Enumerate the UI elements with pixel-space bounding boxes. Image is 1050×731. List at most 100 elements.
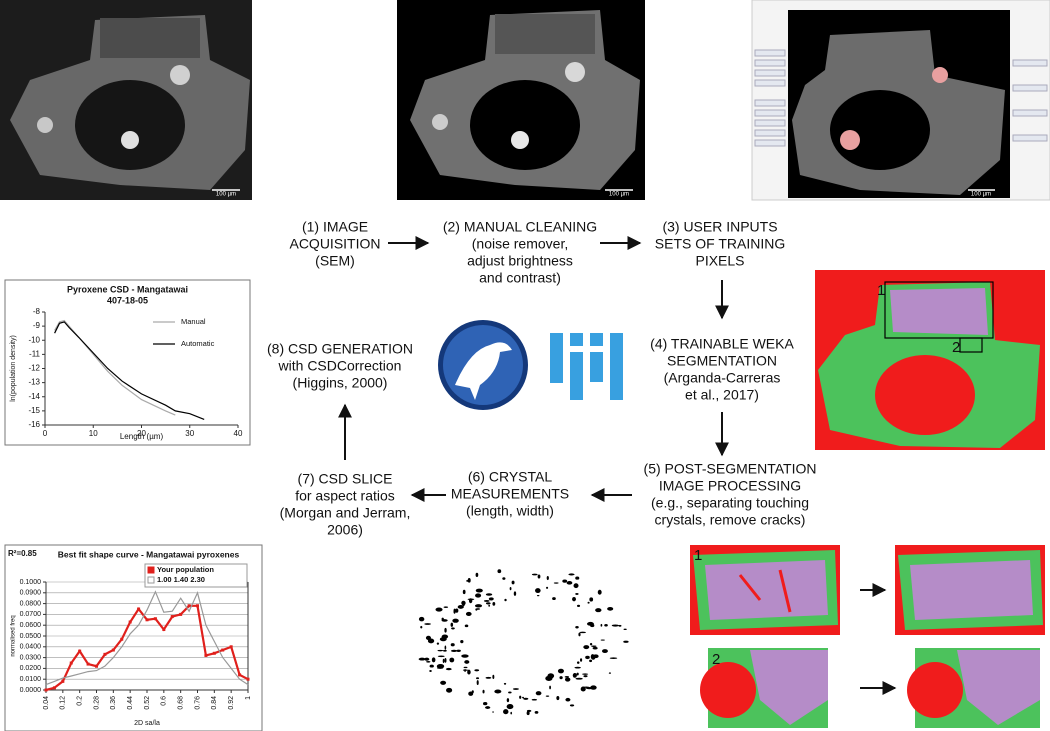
crystal xyxy=(445,667,452,671)
crystal xyxy=(492,602,496,606)
x-tick-label: 0.76 xyxy=(194,696,201,710)
crystal xyxy=(589,659,593,663)
crystal xyxy=(444,627,447,633)
crystal xyxy=(546,575,549,581)
crystal xyxy=(591,645,597,647)
crystal xyxy=(531,698,537,701)
crystal xyxy=(420,625,423,629)
crystal xyxy=(607,606,614,611)
series-line xyxy=(45,590,249,686)
crystal xyxy=(456,649,461,653)
crystal xyxy=(442,649,447,652)
step-label: (2) MANUAL CLEANING xyxy=(443,219,597,235)
crystal xyxy=(435,607,443,612)
crystal xyxy=(523,697,529,700)
series-marker xyxy=(221,648,225,652)
crystal xyxy=(618,624,622,627)
crystal xyxy=(582,673,589,675)
annotation: R²=0.85 xyxy=(8,549,37,558)
crystal xyxy=(462,669,469,671)
crystal xyxy=(425,635,432,641)
crystal xyxy=(453,608,456,614)
crystal xyxy=(564,677,571,682)
series-line xyxy=(54,319,176,416)
crystal xyxy=(465,611,472,616)
series-marker xyxy=(78,649,82,653)
y-axis-label: ln(population density) xyxy=(10,335,17,402)
crystal xyxy=(442,658,445,664)
x-tick-label: 0.12 xyxy=(60,696,67,710)
step-label: et al., 2017) xyxy=(685,387,759,403)
crystal xyxy=(474,604,483,608)
crystal xyxy=(513,591,517,596)
crystal xyxy=(547,673,555,679)
x-tick-label: 10 xyxy=(89,429,98,438)
series-marker xyxy=(170,615,174,619)
step-label: SETS OF TRAINING xyxy=(655,236,785,252)
x-tick-label: 0.28 xyxy=(93,696,100,710)
series-marker xyxy=(145,618,149,622)
crystal xyxy=(466,579,470,582)
crystal xyxy=(476,680,479,686)
crystal xyxy=(483,701,488,706)
series-marker xyxy=(137,607,141,611)
series-marker xyxy=(153,617,157,621)
crystal xyxy=(485,602,491,605)
crystal xyxy=(431,657,436,663)
legend-label: 1.00 1.40 2.30 xyxy=(157,575,205,584)
crystal xyxy=(572,596,576,602)
crystal xyxy=(492,711,494,713)
crystal xyxy=(595,608,602,613)
crystal xyxy=(437,655,445,658)
crystal xyxy=(592,646,598,650)
y-tick-label: 0.0500 xyxy=(20,633,42,640)
step-label: with CSDCorrection xyxy=(278,358,402,374)
step-label: for aspect ratios xyxy=(295,488,395,504)
crystal xyxy=(535,691,542,696)
crystal xyxy=(604,623,608,627)
crystal xyxy=(443,606,449,608)
crystal xyxy=(611,624,619,627)
step-label: IMAGE PROCESSING xyxy=(659,478,801,494)
region-label: 2 xyxy=(952,339,960,356)
crystal xyxy=(587,601,590,604)
step-label: (e.g., separating touching xyxy=(651,495,809,511)
chart-subtitle: 407-18-05 xyxy=(107,295,148,305)
y-tick-label: -14 xyxy=(28,392,40,401)
crystal xyxy=(444,658,447,663)
step-label: (3) USER INPUTS xyxy=(662,219,777,235)
crystal xyxy=(574,666,581,669)
step-label: (8) CSD GENERATION xyxy=(267,341,413,357)
step-label: (1) IMAGE xyxy=(302,219,368,235)
series-marker xyxy=(187,604,191,608)
crystal xyxy=(504,598,507,602)
crystal xyxy=(575,677,583,680)
series-marker xyxy=(44,688,48,692)
crystal xyxy=(511,580,515,585)
y-tick-label: -13 xyxy=(28,378,40,387)
series-marker xyxy=(246,677,250,681)
crystal xyxy=(485,593,493,596)
crystal xyxy=(602,649,608,654)
step-label: (Morgan and Jerram, xyxy=(280,505,411,521)
series-marker xyxy=(179,612,183,616)
x-tick-label: 0.04 xyxy=(43,696,50,710)
legend-label: Manual xyxy=(181,317,206,326)
crystal xyxy=(440,680,447,685)
crystal xyxy=(441,634,449,639)
crystal xyxy=(536,595,540,597)
crystal xyxy=(461,600,466,606)
crystal xyxy=(436,667,444,669)
crystal xyxy=(488,597,494,601)
csdcorrection-logo xyxy=(438,320,528,410)
legend-frame xyxy=(144,563,248,588)
scale-bar-label: 100 µm xyxy=(609,192,629,198)
step-label: adjust brightness xyxy=(467,253,573,269)
crystal xyxy=(475,588,483,593)
crystal xyxy=(461,654,469,658)
crystal xyxy=(437,649,444,652)
crystal xyxy=(424,657,430,661)
series-marker xyxy=(229,645,233,649)
crystal xyxy=(506,698,510,703)
y-tick-label: 0.0000 xyxy=(20,687,42,694)
